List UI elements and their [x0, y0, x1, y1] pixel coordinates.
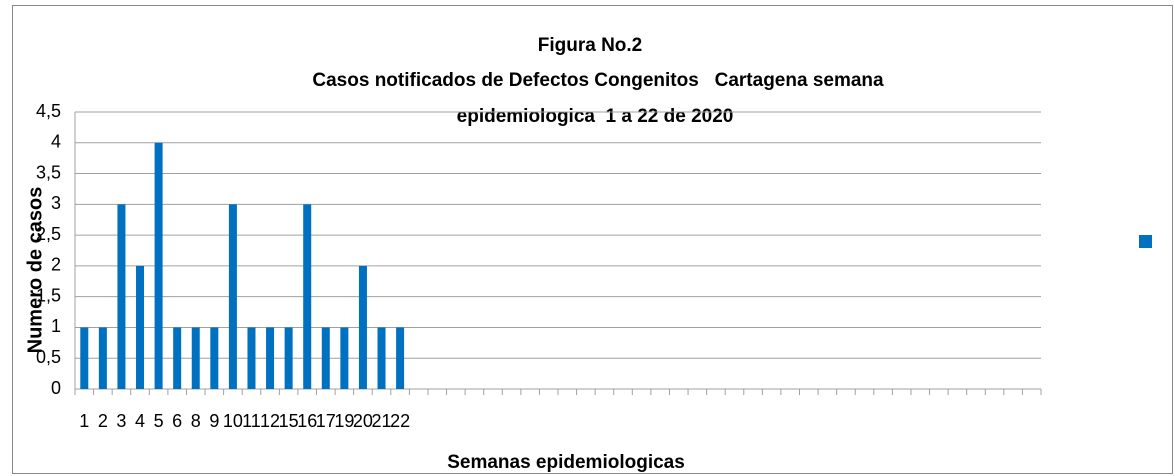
x-tick-label: 5: [154, 411, 164, 431]
bar: [340, 327, 349, 389]
x-tick-label: 19: [334, 411, 354, 431]
bar: [173, 327, 182, 389]
legend-marker: [1139, 235, 1152, 248]
x-tick-label: 15: [279, 411, 299, 431]
bar: [247, 327, 256, 389]
x-tick-label: 22: [390, 411, 410, 431]
x-tick-label: 10: [223, 411, 243, 431]
chart-border: [12, 5, 1173, 474]
y-tick-label: 0,5: [36, 347, 61, 367]
x-tick-label: 17: [316, 411, 336, 431]
x-tick-label: 9: [209, 411, 219, 431]
y-tick-label: 0: [51, 378, 61, 398]
bar: [358, 265, 367, 389]
y-axis-title: Numero de casos: [24, 187, 46, 354]
x-tick-label: 20: [353, 411, 373, 431]
bar: [154, 142, 163, 389]
chart-title: Casos notificados de Defectos Congenitos…: [312, 70, 884, 91]
y-tick-label: 1: [51, 316, 61, 336]
y-tick-label: 4: [51, 132, 61, 152]
y-tick-label: 3,5: [36, 162, 61, 182]
x-axis-title: Semanas epidemiologicas: [447, 452, 685, 473]
x-tick-label: 16: [297, 411, 317, 431]
x-tick-label: 11: [242, 411, 261, 431]
chart-title: Figura No.2: [538, 35, 643, 56]
bar: [228, 204, 237, 389]
x-tick-label: 6: [172, 411, 182, 431]
y-tick-label: 4,5: [36, 101, 61, 121]
x-tick-label: 1: [79, 411, 89, 431]
x-tick-label: 3: [116, 411, 126, 431]
bar: [210, 327, 219, 389]
chart-title: epidemiologica 1 a 22 de 2020: [457, 106, 734, 127]
bar: [303, 204, 312, 389]
bar: [284, 327, 293, 389]
bar: [266, 327, 275, 389]
bar: [396, 327, 405, 389]
bar: [321, 327, 330, 389]
bar: [136, 265, 145, 389]
bar: [117, 204, 126, 389]
x-tick-label: 12: [260, 411, 280, 431]
y-tick-label: 2: [51, 255, 61, 275]
x-tick-label: 4: [135, 411, 145, 431]
y-tick-label: 1,5: [36, 285, 61, 305]
bar: [377, 327, 386, 389]
x-tick-label: 2: [98, 411, 108, 431]
y-tick-label: 3: [51, 193, 61, 213]
bar: [80, 327, 89, 389]
bar: [98, 327, 107, 389]
y-tick-label: 2,5: [36, 224, 61, 244]
bar: [191, 327, 200, 389]
x-tick-label: 8: [191, 411, 201, 431]
x-tick-label: 21: [372, 411, 392, 431]
